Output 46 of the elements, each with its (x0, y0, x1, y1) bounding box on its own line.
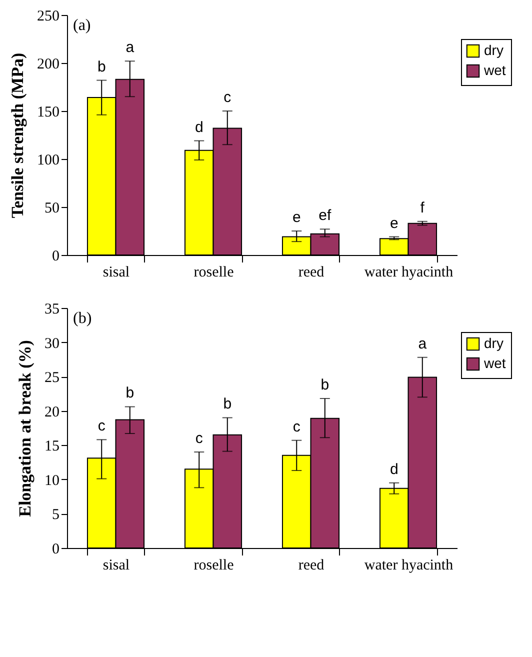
legend-label: dry (484, 335, 504, 351)
annotation: c (98, 418, 106, 435)
x-tick-label: water hyacinth (364, 264, 454, 280)
annotation: c (224, 89, 232, 106)
annotation: b (320, 376, 330, 394)
annotation: f (420, 199, 426, 216)
annotation: e (390, 214, 398, 232)
y-tick-label: 5 (52, 507, 60, 524)
y-tick-label: 10 (44, 472, 60, 489)
y-tick-label: 200 (37, 56, 60, 72)
legend-label: wet (483, 355, 506, 371)
annotation: b (97, 58, 106, 76)
y-tick-label: 50 (44, 200, 60, 216)
annotation: c (292, 418, 301, 436)
annotation: ef (318, 207, 332, 224)
y-tick-label: 25 (44, 370, 60, 386)
y-tick-label: 100 (37, 152, 60, 168)
annotation: e (292, 209, 301, 226)
x-tick-label: sisal (102, 558, 130, 574)
chart-title: (b) (73, 310, 92, 327)
annotation: b (126, 384, 134, 402)
annotation: d (194, 118, 204, 136)
y-tick-label: 20 (44, 404, 60, 420)
annotation: a (126, 39, 135, 56)
x-tick-label: reed (298, 264, 325, 280)
x-tick-label: roselle (194, 558, 234, 574)
y-tick-label: 0 (52, 542, 60, 558)
annotation: d (390, 460, 398, 478)
y-axis-title: Elongation at break (%) (16, 340, 34, 517)
annotation: a (418, 335, 428, 352)
y-axis-title: Tensile strength (MPa) (8, 52, 27, 218)
x-tick-label: water hyacinth (364, 558, 454, 574)
x-tick-label: roselle (194, 264, 234, 280)
annotation: c (195, 430, 204, 447)
chart-title: (a) (73, 17, 91, 34)
y-tick-label: 35 (44, 302, 60, 318)
y-tick-label: 150 (37, 104, 60, 120)
annotation: b (223, 396, 232, 413)
x-tick-label: sisal (102, 264, 130, 280)
y-tick-label: 250 (37, 8, 60, 24)
y-tick-label: 30 (44, 336, 60, 352)
x-tick-label: reed (298, 558, 325, 574)
legend-label: wet (483, 62, 506, 78)
y-tick-label: 15 (44, 438, 60, 455)
legend-label: dry (484, 42, 504, 58)
y-tick-label: 0 (52, 248, 60, 264)
